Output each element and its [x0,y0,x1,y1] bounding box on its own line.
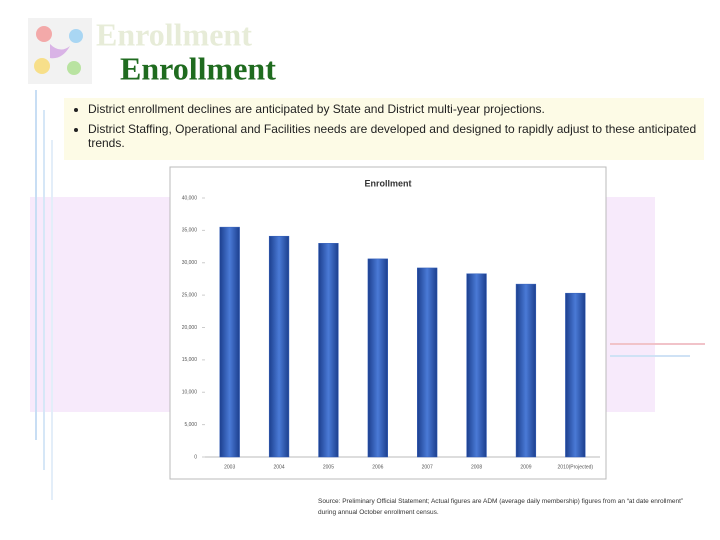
bar [367,258,388,458]
bar [466,273,487,458]
source-note: Source: Preliminary Official Statement; … [318,498,684,516]
bullet: District enrollment declines are anticip… [88,102,704,116]
x-tick-label: 2004 [274,464,285,470]
slide-title: Enrollment [120,50,276,86]
bar [417,267,438,458]
bar [318,243,339,458]
bullet: District Staffing, Operational and Facil… [88,122,704,150]
y-tick-label: 25,000 [182,292,198,298]
y-tick-label: 35,000 [182,228,198,234]
x-tick-label: 2006 [372,464,383,470]
title-shadow: Enrollment [96,16,252,52]
bar [219,226,240,458]
bullet-list: District enrollment declines are anticip… [64,102,704,150]
y-tick-label: 15,000 [182,357,198,363]
bullet-box: District enrollment declines are anticip… [64,98,704,160]
x-tick-label: 2008 [471,464,482,470]
x-tick-label: 2007 [422,464,433,470]
y-tick-label: 5,000 [184,422,197,428]
y-tick-label: 20,000 [182,325,198,331]
y-tick-label: 10,000 [182,390,198,396]
bar [565,292,586,458]
chart: Enrollment 0 5,000 10,000 15,000 20,000 25,00… [182,178,600,470]
x-tick-label: 2003 [224,464,235,470]
x-tick-label: 2009 [520,464,531,470]
x-tick-label: 2010(Projected) [558,464,594,470]
chart-title: Enrollment [364,178,411,188]
bar [515,283,537,458]
y-tick-label: 0 [194,454,197,460]
logo [28,18,92,84]
y-tick-label: 40,000 [182,195,198,201]
y-tick-label: 30,000 [182,260,198,266]
x-tick-label: 2005 [323,464,334,470]
bar [268,235,290,458]
